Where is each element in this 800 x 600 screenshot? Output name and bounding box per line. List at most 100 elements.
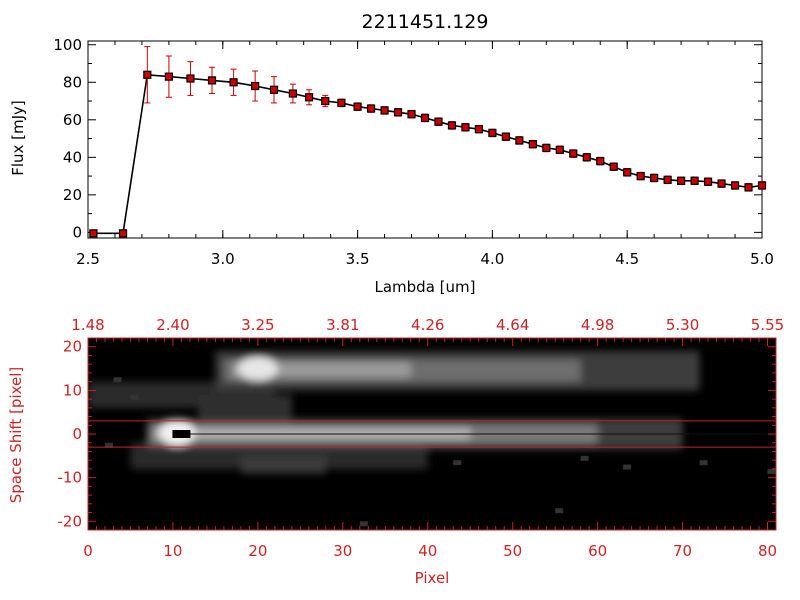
profile-top-tick-label: 5.55 [751,316,784,334]
spectrum-data-point [337,98,346,108]
spectrum-y-tick-label: 40 [63,148,82,166]
noise-speckle [359,521,368,527]
profile-y-tick-label: -10 [58,469,83,487]
spectrum-data-point [744,183,753,192]
spectrum-data-point [434,117,443,126]
spectrum-data-point [703,177,713,186]
spectrum-y-tick-label: 20 [63,186,82,204]
profile-x-tick-label: 10 [163,542,182,560]
spectrum-x-tick-label: 3.5 [346,250,370,268]
profile-top-tick-label: 4.98 [581,316,614,334]
profile-x-tick-label: 80 [758,542,777,560]
source-marker [172,430,191,438]
spectrum-x-tick-label: 4.0 [480,250,504,268]
profile-x-tick-label: 30 [333,542,352,560]
spectrum-data-point [207,76,217,85]
profile-x-tick-label: 70 [673,542,692,560]
spectrum-data-point [143,70,152,79]
spectrum-data-point [118,229,128,238]
noise-speckle [580,455,589,461]
profile-y-tick-label: 20 [63,338,82,356]
profile-top-tick-label: 5.30 [666,316,699,334]
spectrum-data-point [186,74,195,83]
spectrum-data-point [461,123,470,132]
spectrum-data-point [229,78,238,87]
profile-top-tick-label: 2.40 [156,316,189,334]
spectrum-x-tick-label: 2.5 [76,250,100,268]
noise-speckle [767,468,776,474]
haze-lower-blob [240,455,326,474]
spectrum-data-point [380,106,389,115]
spectrum-data-point [488,128,497,138]
spectrum-data-point [251,81,260,91]
spectrum-data-point [569,149,578,158]
spectrum-data-point [596,156,605,166]
spectrum-y-tick-label: 60 [63,111,82,129]
upper-trace-peak [237,356,278,381]
noise-speckle [113,377,122,383]
profile-x-tick-label: 20 [248,542,267,560]
profile-y-tick-label: 10 [63,381,82,399]
spectrum-data-point [717,179,726,188]
figure-title: 2211451.129 [362,11,489,33]
spectrum-data-point [304,93,314,102]
spectrum-y-tick-label: 0 [72,223,82,241]
noise-speckle [453,460,462,466]
noise-speckle [699,460,708,466]
spectrum-data-point [623,168,632,177]
spectrum-y-axis-label: Flux [mJy] [9,100,27,176]
noise-speckle [130,394,139,400]
spectrum-data-point [609,162,618,171]
profile-top-tick-label: 4.64 [496,316,529,334]
spectrum-data-point [663,175,672,184]
spectrum-data-point [528,140,537,149]
profile-x-tick-label: 40 [418,542,437,560]
spatial-profile-plot: 0 10 20 30 40 50 60 70 80 1.48 2.40 3.25 3.81 4.26 4.6… [58,316,785,560]
spectrum-data-point [447,121,457,130]
spectrum-data-point [730,181,740,190]
spectrum-data-point [555,145,564,154]
spectrum-data-point [407,110,416,119]
spectrum-data-point [757,181,767,190]
profile-x-tick-label: 60 [588,542,607,560]
spectrum-plot: 2.5 3.0 3.5 4.0 4.5 5.0 0 20 40 60 80 100 [53,36,774,268]
spectrum-x-axis-label: Lambda [um] [375,278,476,296]
spectrum-x-tick-label: 4.5 [615,250,639,268]
spectrum-data-point [366,104,376,113]
spectrum-data-point [321,96,330,106]
spectrum-data-point [677,176,686,185]
spectrum-data-point [353,102,362,111]
spectrum-data-point [690,176,699,185]
noise-speckle [555,508,564,514]
spectrum-series-line [93,73,763,235]
spectrum-data-point [501,132,510,141]
profile-top-tick-label: 3.81 [326,316,359,334]
spectrum-data-point [393,108,403,117]
profile-top-tick-label: 1.48 [71,316,104,334]
spectrum-data-point [542,143,551,153]
haze-bridge [198,394,292,421]
spectrum-x-tick-label: 5.0 [750,250,774,268]
spectrum-y-tick-label: 80 [63,73,82,91]
profile-x-tick-label: 0 [83,542,93,560]
noise-speckle [623,464,632,470]
profile-y-tick-label: -20 [58,512,83,530]
spectrum-data-point [420,113,430,123]
profile-top-tick-label: 4.26 [411,316,444,334]
spectrum-data-point [269,85,279,94]
profile-x-axis-label: Pixel [415,569,450,587]
profile-x-tick-label: 50 [503,542,522,560]
profile-y-axis-label: Space Shift [pixel] [7,367,25,504]
spectrum-data-point [89,229,98,238]
spectrum-data-point [164,72,173,81]
profile-top-tick-label: 3.25 [241,316,274,334]
spectrum-data-point [636,171,645,181]
spectrum-data-point [515,136,524,145]
spectrum-x-tick-label: 3.0 [211,250,235,268]
noise-speckle [104,442,113,448]
spectrum-data-point [650,173,659,183]
spectrum-data-point [582,153,591,162]
profile-y-tick-label: 0 [72,425,82,443]
spectrum-y-tick-label: 100 [53,36,82,54]
